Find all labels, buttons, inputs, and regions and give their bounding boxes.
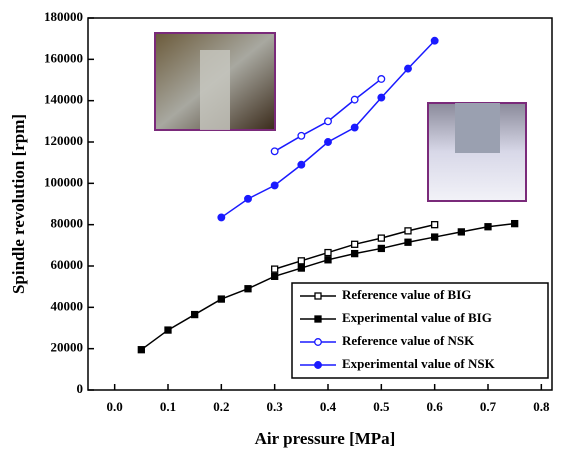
marker	[271, 272, 279, 280]
marker	[244, 285, 252, 293]
y-tick-label: 120000	[44, 133, 83, 148]
marker	[350, 123, 359, 132]
marker	[431, 221, 439, 229]
marker	[377, 93, 386, 102]
x-tick-label: 0.2	[213, 399, 229, 414]
y-axis-title: Spindle revolution [rpm]	[9, 114, 28, 294]
y-tick-label: 80000	[51, 216, 84, 231]
y-tick-label: 140000	[44, 92, 83, 107]
legend-marker	[314, 315, 322, 323]
marker	[404, 238, 412, 246]
y-tick-label: 100000	[44, 174, 83, 189]
marker	[350, 95, 359, 104]
legend-label: Experimental value of BIG	[342, 310, 492, 325]
marker	[324, 138, 332, 146]
marker	[324, 117, 332, 126]
y-tick-label: 40000	[51, 298, 84, 313]
marker	[457, 228, 465, 236]
y-tick-label: 60000	[51, 257, 84, 272]
legend-marker	[314, 361, 322, 369]
x-axis-title: Air pressure [MPa]	[255, 429, 396, 448]
x-tick-label: 0.3	[267, 399, 284, 414]
y-tick-label: 180000	[44, 9, 83, 24]
y-tick-label: 20000	[51, 340, 84, 355]
legend-box	[291, 282, 549, 379]
marker	[377, 75, 386, 83]
legend-label: Reference value of BIG	[342, 287, 471, 302]
x-tick-label: 0.6	[427, 399, 444, 414]
legend-label: Reference value of NSK	[342, 333, 475, 348]
plot-frame	[87, 17, 553, 391]
marker	[324, 256, 332, 264]
marker	[351, 249, 359, 258]
marker	[431, 233, 439, 241]
x-tick-label: 0.1	[160, 399, 176, 414]
legend-marker	[314, 338, 322, 346]
legend-label: Experimental value of NSK	[342, 356, 496, 371]
x-tick-label: 0.5	[373, 399, 390, 414]
legend-marker	[314, 292, 322, 300]
marker	[484, 223, 492, 231]
marker	[377, 244, 385, 253]
marker	[297, 264, 305, 272]
marker	[324, 248, 332, 257]
x-tick-label: 0.4	[320, 399, 337, 414]
marker	[217, 295, 225, 303]
photo-nsk-spindle	[455, 103, 500, 153]
marker	[377, 234, 385, 242]
marker	[297, 160, 306, 169]
x-tick-label: 0.0	[107, 399, 123, 414]
marker	[297, 257, 305, 265]
x-tick-label: 0.7	[480, 399, 497, 414]
marker	[404, 227, 412, 235]
marker	[244, 194, 252, 203]
marker	[270, 181, 279, 190]
marker	[351, 240, 359, 248]
marker	[164, 326, 172, 334]
marker	[297, 131, 306, 140]
x-tick-label: 0.8	[533, 399, 550, 414]
y-tick-label: 160000	[44, 50, 83, 65]
marker	[137, 346, 145, 354]
marker	[271, 265, 279, 273]
photo-spindle	[200, 50, 230, 130]
y-tick-label: 0	[77, 381, 84, 396]
marker	[270, 147, 279, 156]
marker	[217, 213, 226, 222]
marker	[511, 219, 519, 228]
marker	[430, 36, 439, 45]
marker	[404, 64, 412, 73]
marker	[191, 310, 199, 319]
